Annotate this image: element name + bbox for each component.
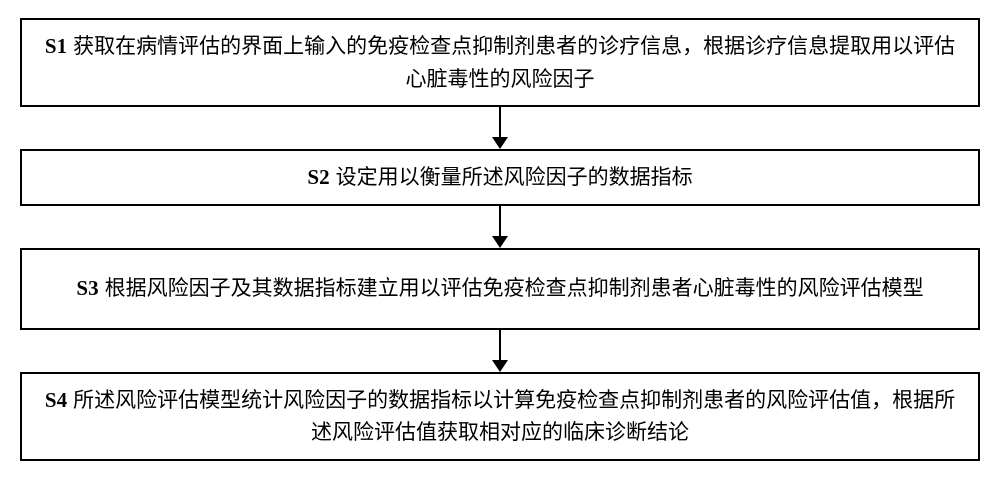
step-s2-text: 设定用以衡量所述风险因子的数据指标 <box>336 165 693 189</box>
step-s4-box: S4所述风险评估模型统计风险因子的数据指标以计算免疫检查点抑制剂患者的风险评估值… <box>20 372 980 461</box>
step-s4-text: 所述风险评估模型统计风险因子的数据指标以计算免疫检查点抑制剂患者的风险评估值，根… <box>73 388 955 445</box>
step-s1-text: 获取在病情评估的界面上输入的免疫检查点抑制剂患者的诊疗信息，根据诊疗信息提取用以… <box>73 34 955 91</box>
step-s3-label: S3 <box>76 276 98 300</box>
step-s4-label: S4 <box>45 388 67 412</box>
arrow-s1-s2 <box>490 107 510 149</box>
step-s1-label: S1 <box>45 34 67 58</box>
arrow-s3-s4 <box>490 330 510 372</box>
step-s1-box: S1获取在病情评估的界面上输入的免疫检查点抑制剂患者的诊疗信息，根据诊疗信息提取… <box>20 18 980 107</box>
flowchart-container: S1获取在病情评估的界面上输入的免疫检查点抑制剂患者的诊疗信息，根据诊疗信息提取… <box>0 0 1000 481</box>
step-s2-label: S2 <box>307 165 329 189</box>
step-s3-text: 根据风险因子及其数据指标建立用以评估免疫检查点抑制剂患者心脏毒性的风险评估模型 <box>105 276 924 300</box>
step-s2-box: S2 设定用以衡量所述风险因子的数据指标 <box>20 149 980 206</box>
arrow-s2-s3 <box>490 206 510 248</box>
step-s3-box: S3 根据风险因子及其数据指标建立用以评估免疫检查点抑制剂患者心脏毒性的风险评估模… <box>20 248 980 330</box>
